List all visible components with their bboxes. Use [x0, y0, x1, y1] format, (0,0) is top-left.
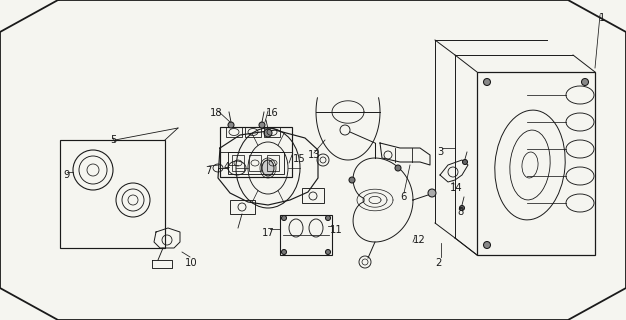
Bar — [60, 140, 165, 248]
Bar — [249, 155, 261, 171]
Text: 11: 11 — [330, 225, 343, 235]
Text: 13: 13 — [308, 150, 321, 160]
Bar — [228, 152, 284, 174]
Circle shape — [228, 122, 234, 128]
Circle shape — [259, 122, 265, 128]
Bar — [477, 72, 595, 255]
Bar — [267, 155, 279, 171]
Circle shape — [582, 78, 588, 85]
Circle shape — [282, 215, 287, 220]
Bar — [226, 127, 242, 137]
Text: 1: 1 — [599, 13, 605, 23]
Bar — [220, 127, 292, 177]
Bar — [302, 188, 324, 203]
Circle shape — [264, 129, 272, 137]
Text: 16: 16 — [266, 108, 279, 118]
Bar — [280, 215, 332, 255]
Text: 4: 4 — [224, 162, 230, 172]
Text: 17: 17 — [262, 228, 275, 238]
Text: 9: 9 — [63, 170, 69, 180]
Circle shape — [483, 78, 491, 85]
Bar — [232, 155, 244, 171]
Circle shape — [459, 205, 464, 211]
Text: 15: 15 — [293, 154, 305, 164]
Text: 10: 10 — [185, 258, 198, 268]
Circle shape — [395, 165, 401, 171]
Text: 8: 8 — [457, 207, 463, 217]
Text: 2: 2 — [435, 258, 441, 268]
Bar — [230, 200, 255, 214]
Text: 18: 18 — [210, 108, 223, 118]
Bar — [264, 127, 280, 137]
Circle shape — [326, 250, 331, 254]
Circle shape — [349, 177, 355, 183]
Text: 14: 14 — [450, 183, 463, 193]
Circle shape — [463, 159, 468, 164]
Circle shape — [428, 189, 436, 197]
Text: 7: 7 — [205, 166, 212, 176]
Text: 3: 3 — [437, 147, 443, 157]
Circle shape — [326, 215, 331, 220]
Text: 12: 12 — [413, 235, 426, 245]
Circle shape — [282, 250, 287, 254]
Bar — [245, 127, 261, 137]
Text: 6: 6 — [400, 192, 406, 202]
Circle shape — [483, 242, 491, 249]
Ellipse shape — [262, 160, 274, 176]
Text: 5: 5 — [110, 135, 116, 145]
